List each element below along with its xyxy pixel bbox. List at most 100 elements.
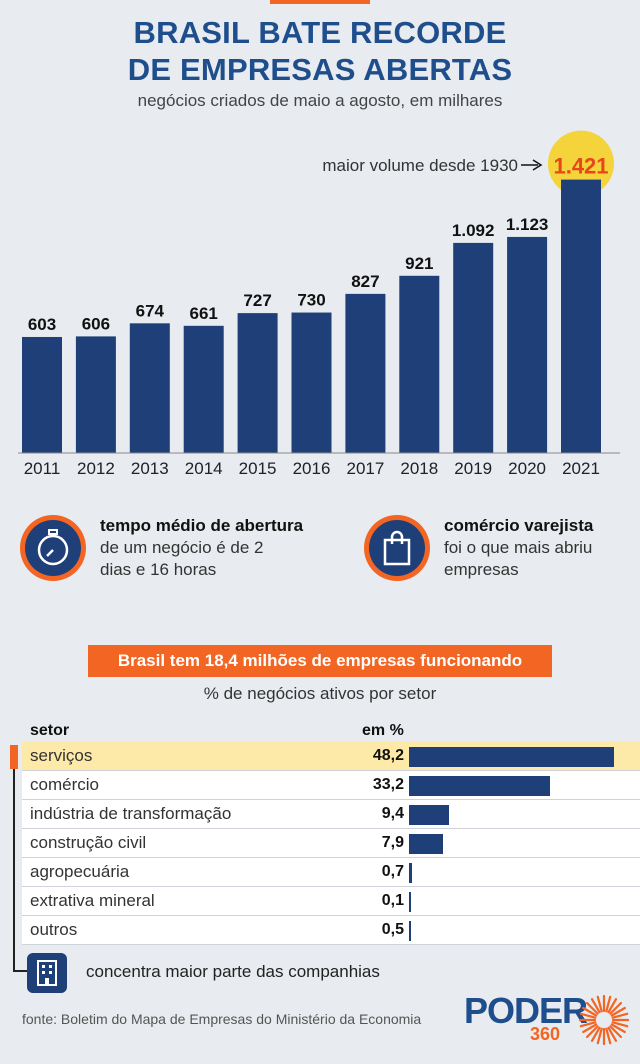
sector-row: extrativa mineral 0,1 (22, 887, 640, 916)
bar-2020 (507, 236, 548, 453)
sector-name: comércio (30, 775, 99, 794)
info-time-line1: de um negócio é de 2 (100, 538, 264, 557)
bar-2012 (75, 336, 116, 453)
year-tick-label: 2018 (400, 459, 438, 478)
bar-2013 (129, 323, 170, 453)
sector-name: indústria de transformação (30, 804, 232, 823)
sector-pct: 0,1 (381, 892, 404, 909)
bar-value-label: 603 (28, 315, 56, 334)
year-tick-label: 2017 (346, 459, 384, 478)
info-time-line2: dias e 16 horas (100, 560, 217, 579)
top-accent-bar (270, 0, 370, 4)
sector-row: indústria de transformação 9,4 (22, 800, 640, 829)
sunburst-ray (596, 995, 603, 1013)
sunburst-ray (582, 1006, 598, 1017)
logo-word: PODER (464, 990, 588, 1031)
col-header-sector: setor (30, 722, 70, 739)
sunburst-ray (611, 1021, 629, 1028)
chart-subtitle: negócios criados de maio a agosto, em mi… (137, 91, 503, 110)
sector-name: serviços (30, 746, 93, 765)
sunburst-ray (596, 1027, 603, 1045)
bar-2021 (561, 179, 601, 453)
sector-bar (409, 834, 443, 854)
year-tick-label: 2016 (293, 459, 331, 478)
sector-bar (409, 892, 411, 912)
highlight-connector-line (13, 769, 15, 971)
building-icon-box (27, 953, 67, 993)
bar-value-label: 661 (190, 304, 218, 323)
page-title-line1: BRASIL BATE RECORDE (133, 15, 507, 50)
year-tick-label: 2015 (239, 459, 277, 478)
bar-2011 (22, 336, 62, 453)
sector-row: comércio 33,2 (22, 771, 640, 800)
bar-value-label: 1.092 (452, 221, 495, 240)
info-retail-title: comércio varejista (444, 516, 594, 535)
highlight-connector-tick (13, 970, 27, 972)
sector-pct: 0,7 (381, 863, 404, 880)
sector-name: outros (30, 920, 78, 939)
col-header-pct: em % (362, 722, 404, 739)
sunburst-ray (610, 1006, 626, 1017)
sunburst-ray (579, 1021, 597, 1028)
bar-2017 (345, 293, 386, 453)
annotation-text: maior volume desde 1930 (322, 156, 518, 175)
sector-subtitle: % de negócios ativos por setor (203, 684, 437, 703)
year-tick-label: 2012 (77, 459, 115, 478)
sector-row: agropecuária 0,7 (22, 858, 640, 887)
bar-value-label: 674 (136, 301, 165, 320)
stopwatch-icon (37, 529, 69, 566)
sunburst-ray (605, 995, 612, 1013)
sunburst-ray (609, 1025, 623, 1039)
sector-bar (409, 921, 412, 941)
year-tick-label: 2011 (24, 459, 61, 478)
bar-value-label: 730 (297, 291, 325, 310)
bar-value-label: 921 (405, 254, 433, 273)
sunburst-ray (579, 1012, 597, 1019)
sunburst-ray (585, 1025, 599, 1039)
bar-2016 (291, 312, 332, 453)
sector-bar (409, 747, 614, 767)
bar-value-label: 827 (351, 272, 379, 291)
sector-banner: Brasil tem 18,4 milhões de empresas func… (88, 645, 552, 677)
highlight-note: concentra maior parte das companhias (86, 962, 380, 981)
year-tick-label: 2019 (454, 459, 492, 478)
info-time-title: tempo médio de abertura (100, 516, 304, 535)
sector-pct: 33,2 (372, 776, 404, 793)
sunburst-ray (607, 1026, 618, 1042)
sunburst-ray (582, 1023, 598, 1034)
sector-row: outros 0,5 (22, 916, 640, 945)
sunburst-ray (590, 998, 601, 1014)
sector-name: construção civil (30, 833, 147, 852)
bar-value-label: 1.421 (553, 154, 608, 179)
building-icon (37, 960, 57, 986)
page-title-line2: DE EMPRESAS ABERTAS (127, 52, 513, 87)
bar-value-label: 1.123 (506, 215, 549, 234)
info-circle (364, 515, 430, 581)
highlight-marker (10, 745, 18, 769)
bar-value-label: 606 (82, 314, 110, 333)
poder360-logo: PODER 360 (464, 990, 634, 1050)
sunburst-ray (590, 1026, 601, 1042)
bar-2015 (237, 313, 278, 453)
sunburst-ray (607, 998, 618, 1014)
shopping-bag-icon (383, 530, 411, 566)
bar-2019 (453, 242, 494, 453)
sunburst-ray (585, 1001, 599, 1015)
yearly-bar-chart: 603 2011 606 2012 674 2013 661 2014 727 2015 730 20… (18, 130, 620, 478)
sunburst-ray (605, 1027, 612, 1045)
sector-bar (409, 863, 412, 883)
sector-row: construção civil 7,9 (22, 829, 640, 858)
bar-value-label: 727 (243, 291, 271, 310)
sector-bar (409, 776, 551, 796)
year-tick-label: 2014 (185, 459, 223, 478)
annotation-arrow-head (532, 159, 543, 171)
sunburst-ray (611, 1012, 629, 1019)
year-tick-label: 2020 (508, 459, 546, 478)
bar-2018 (399, 275, 440, 453)
logo-number: 360 (530, 1024, 561, 1044)
year-tick-label: 2021 (562, 459, 600, 478)
bar-2014 (183, 325, 224, 453)
sector-pct: 0,5 (381, 921, 404, 938)
sunburst-icon (578, 994, 630, 1046)
info-circle (20, 515, 86, 581)
